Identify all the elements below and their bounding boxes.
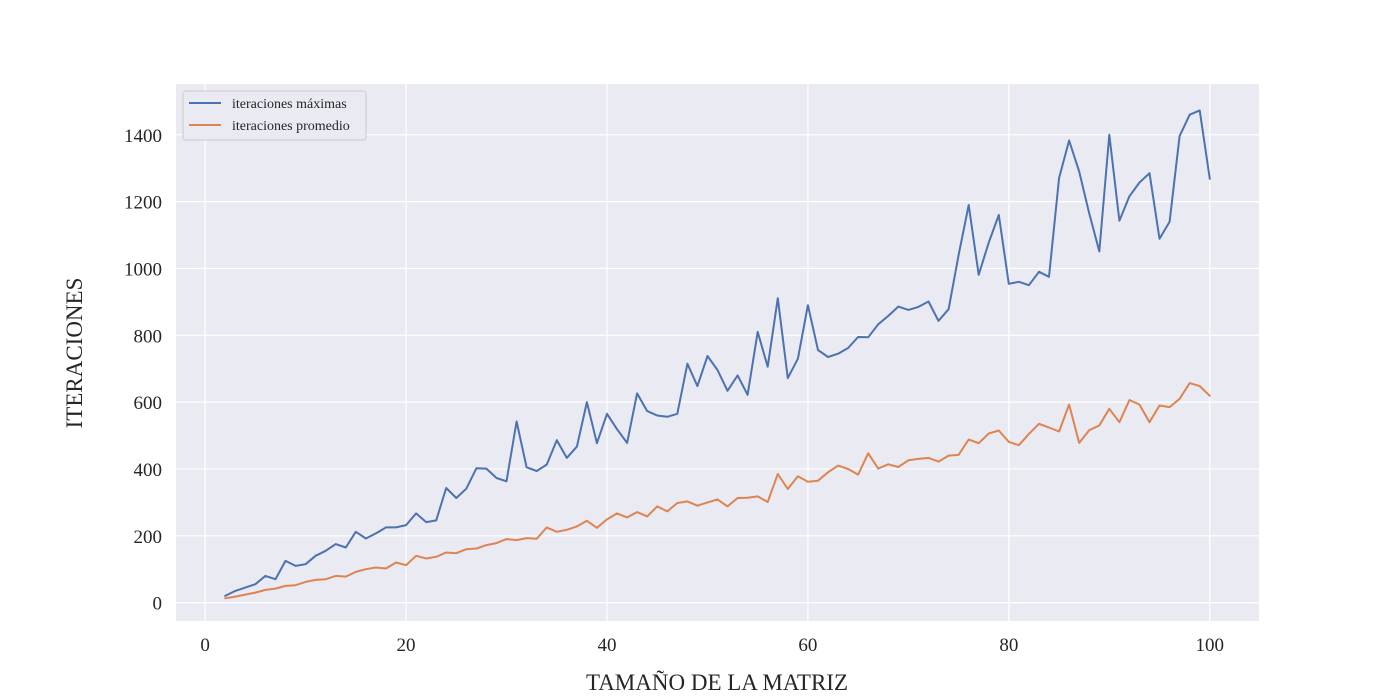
x-tick-label: 0	[200, 635, 210, 656]
legend: iteraciones máximas iteraciones promedio	[182, 90, 367, 141]
legend-label-avg: iteraciones promedio	[232, 119, 350, 134]
x-tick-label: 20	[397, 635, 416, 656]
y-tick-label: 1200	[124, 193, 162, 214]
y-tick-label: 200	[134, 527, 163, 548]
y-tick-label: 400	[134, 460, 163, 481]
legend-label-max: iteraciones máximas	[232, 97, 347, 112]
y-tick-label: 800	[134, 326, 163, 347]
x-tick-label: 80	[999, 635, 1018, 656]
x-axis-label: TAMAÑO DE LA MATRIZ	[586, 670, 848, 695]
series-line-avg	[224, 382, 1211, 600]
x-tick-label: 40	[597, 635, 616, 656]
y-axis-label: ITERACIONES	[62, 278, 87, 429]
legend-box	[182, 90, 367, 141]
y-tick-label: 1000	[124, 259, 162, 280]
plot-area	[176, 84, 1259, 621]
x-tick-label: 60	[798, 635, 817, 656]
y-tick-label: 1400	[124, 126, 162, 147]
x-tick-label: 100	[1196, 635, 1225, 656]
series-line-max	[224, 109, 1211, 597]
y-tick-label: 600	[134, 393, 163, 414]
y-tick-label: 0	[153, 594, 163, 615]
series-layer	[224, 109, 1211, 600]
